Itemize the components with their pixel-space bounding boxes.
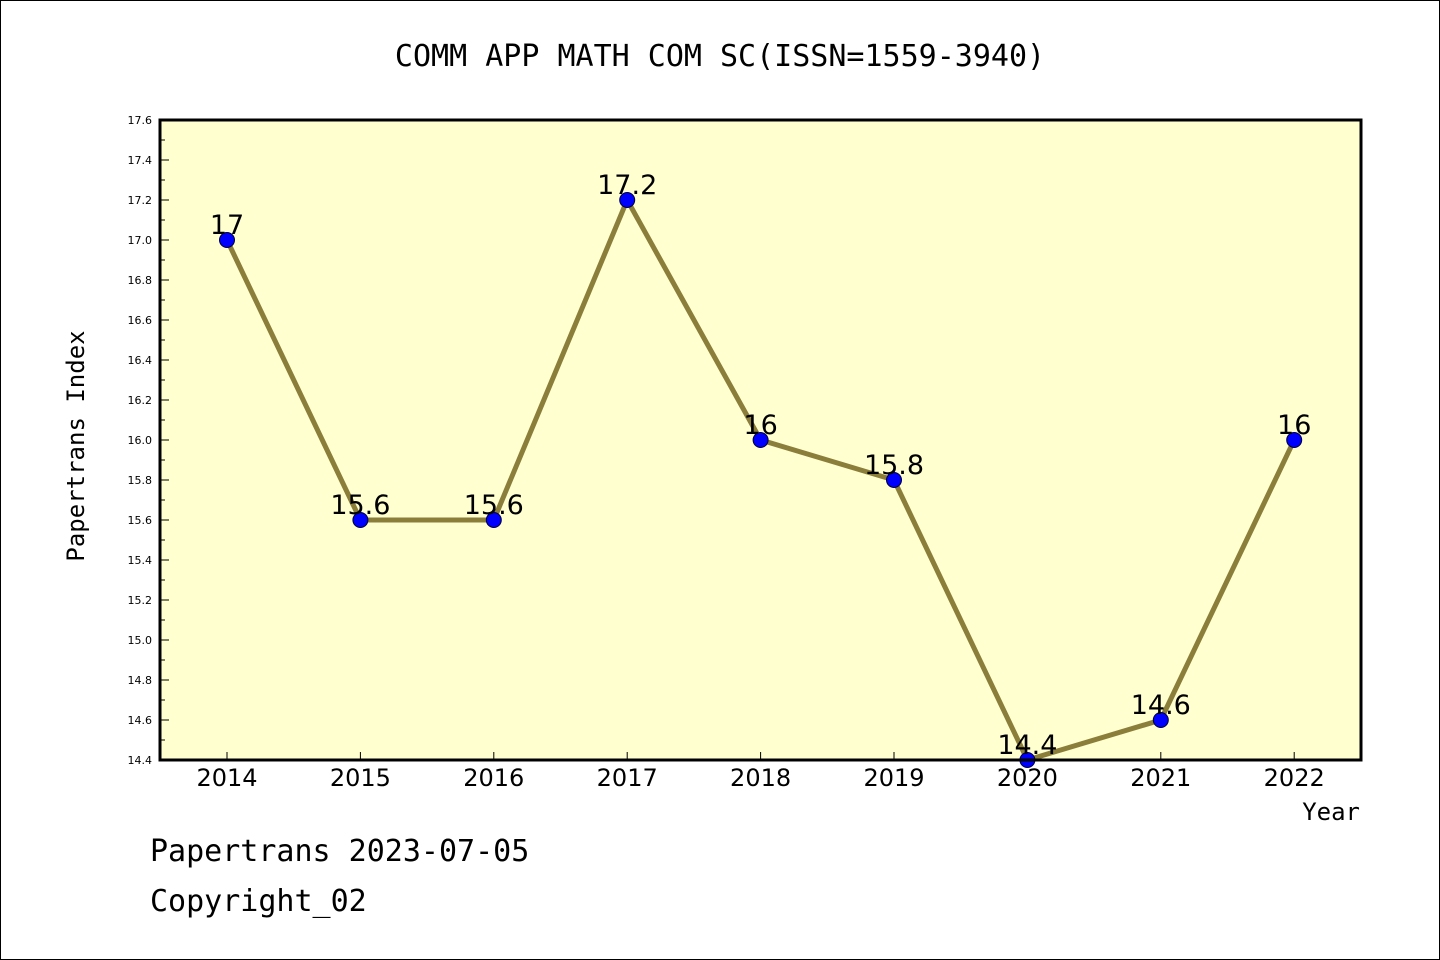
y-tick-label: 14.6 <box>128 714 153 727</box>
y-tick-label: 16.8 <box>128 274 153 287</box>
footer-date: Papertrans 2023-07-05 <box>150 834 530 869</box>
data-point <box>1152 712 1169 728</box>
y-tick-label: 17.2 <box>128 194 153 207</box>
chart-title: COMM APP MATH COM SC(ISSN=1559-3940) <box>395 39 1045 74</box>
data-point <box>752 432 769 448</box>
y-tick-label: 15.0 <box>128 634 153 647</box>
x-axis-title: Year <box>1302 798 1360 826</box>
data-label: 16 <box>743 410 777 441</box>
y-tick-label: 16.6 <box>128 314 153 327</box>
x-axis: 2014 2015 2016 2017 2018 2019 2020 2021 2022 <box>196 752 1325 792</box>
y-tick-label: 15.2 <box>128 594 153 607</box>
y-axis-title: Papertrans Index <box>62 330 90 561</box>
y-tick-label: 15.4 <box>128 554 153 567</box>
y-tick-label: 14.4 <box>128 754 153 767</box>
x-tick-label: 2021 <box>1130 764 1191 792</box>
y-axis: 14.4 14.6 14.8 15.0 15.2 15.4 15.6 15.8 16.0 16.2… <box>128 114 169 767</box>
y-tick-label: 17.4 <box>128 154 153 167</box>
footer-copyright: Copyright_02 <box>150 884 367 919</box>
data-point <box>485 512 502 528</box>
data-point <box>219 232 235 248</box>
y-tick-label: 16.4 <box>128 354 153 367</box>
y-tick-label: 15.8 <box>128 474 153 487</box>
data-label: 15.6 <box>330 490 390 521</box>
data-label: 14.4 <box>997 730 1057 761</box>
data-label: 15.6 <box>464 490 524 521</box>
y-tick-label: 14.8 <box>128 674 153 687</box>
series-markers <box>219 192 1303 768</box>
y-tick-label: 17.6 <box>128 114 153 127</box>
y-tick-label: 17.0 <box>128 234 153 247</box>
data-label: 17 <box>210 210 244 241</box>
x-tick-label: 2018 <box>730 764 791 792</box>
data-label: 16 <box>1277 410 1311 441</box>
data-label: 15.8 <box>864 450 924 481</box>
plot-border <box>158 118 1363 762</box>
x-tick-label: 2017 <box>597 764 658 792</box>
x-tick-label: 2015 <box>330 764 391 792</box>
data-point <box>1286 432 1303 448</box>
data-label: 14.6 <box>1131 690 1191 721</box>
x-tick-label: 2019 <box>863 764 924 792</box>
y-tick-label: 15.6 <box>128 514 153 527</box>
x-tick-label: 2016 <box>463 764 524 792</box>
data-point <box>352 512 369 528</box>
y-tick-label: 16.2 <box>128 394 153 407</box>
x-tick-label: 2020 <box>997 764 1058 792</box>
data-point <box>619 192 636 208</box>
y-tick-label: 16.0 <box>128 434 153 447</box>
data-labels: 17 15.6 15.6 17.2 16 15.8 14.4 14.6 16 <box>210 170 1312 761</box>
x-tick-label: 2014 <box>196 764 257 792</box>
data-label: 17.2 <box>597 170 657 201</box>
x-tick-label: 2022 <box>1264 764 1325 792</box>
data-point <box>886 472 902 488</box>
